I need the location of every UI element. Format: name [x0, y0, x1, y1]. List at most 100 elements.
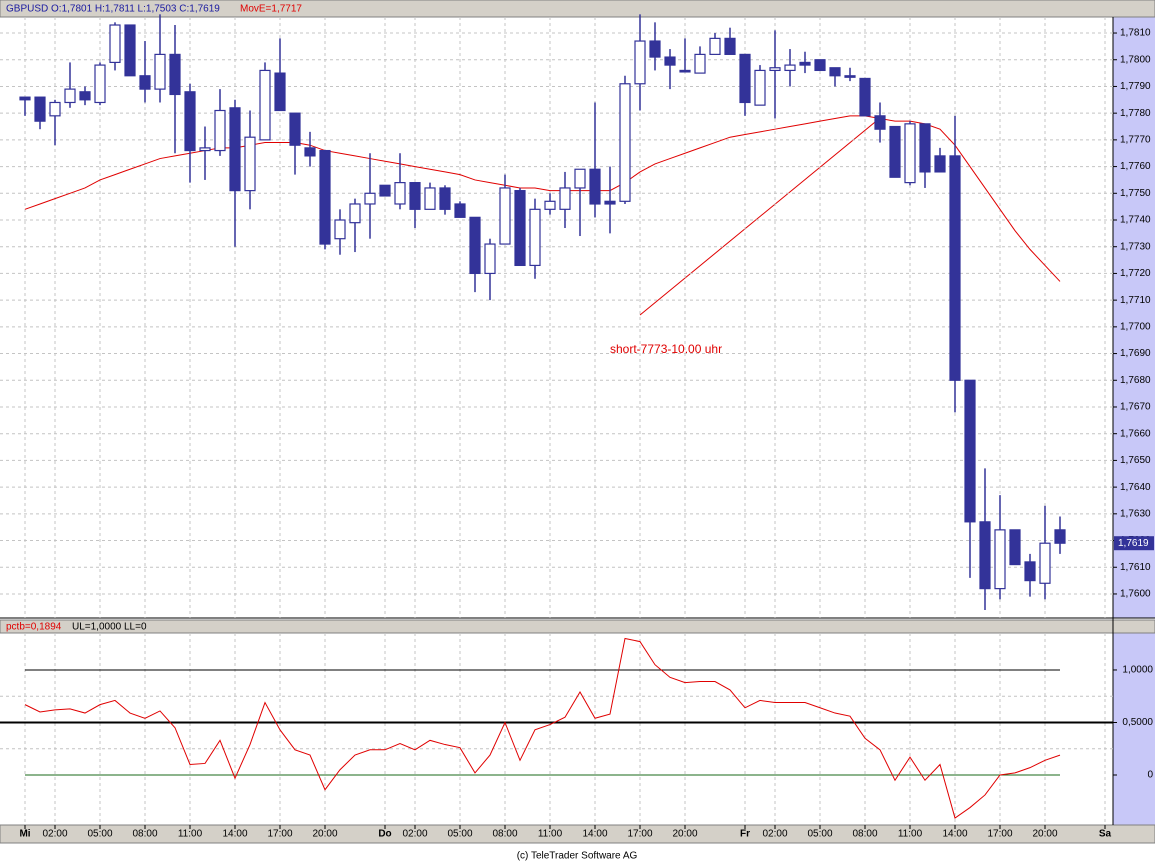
y-tick-label: 1,7610	[1120, 562, 1151, 573]
x-tick-label: 02:00	[402, 829, 427, 840]
candle-body	[94, 64, 106, 104]
candle-body	[904, 123, 916, 184]
x-tick-label: Fr	[740, 829, 750, 840]
time-axis-bar	[0, 824, 1155, 844]
x-tick-label: Sa	[1099, 829, 1112, 840]
candle-body	[844, 75, 856, 78]
candle-body	[274, 72, 286, 112]
candle-body	[574, 168, 586, 189]
candle-body	[664, 56, 676, 66]
candle-body	[799, 61, 811, 66]
y-tick-label: 1,7660	[1120, 428, 1151, 439]
x-tick-label: 11:00	[178, 829, 203, 840]
legend-entry: pctb=0,1894	[6, 622, 62, 633]
candle-body	[79, 91, 91, 101]
x-tick-label: 08:00	[492, 829, 517, 840]
candle-body	[949, 155, 961, 381]
candle-body	[829, 67, 841, 77]
price-axis-panel	[1113, 17, 1155, 618]
candle-body	[544, 200, 556, 210]
legend-entry: MovE=1,7717	[240, 4, 302, 15]
candle-body	[169, 53, 181, 96]
y-tick-label: 1,7690	[1120, 348, 1151, 359]
candle-body	[559, 187, 571, 210]
y-tick-label: 1,7650	[1120, 455, 1151, 466]
candle-body	[739, 53, 751, 104]
candle-body	[259, 69, 271, 141]
y-tick-label: 0	[1147, 770, 1153, 781]
candle-body	[934, 155, 946, 173]
candle-body	[649, 40, 661, 58]
candle-body	[244, 136, 256, 192]
x-tick-label: Do	[378, 829, 391, 840]
y-tick-label: 1,7780	[1120, 108, 1151, 119]
candle-body	[409, 182, 421, 210]
candle-body	[499, 187, 511, 245]
y-tick-label: 1,7640	[1120, 482, 1151, 493]
y-tick-label: 1,7740	[1120, 215, 1151, 226]
y-tick-label: 1,7680	[1120, 375, 1151, 386]
x-tick-label: 08:00	[132, 829, 157, 840]
candle-body	[19, 96, 31, 101]
trend-annotation-line	[639, 117, 881, 316]
x-tick-label: 02:00	[762, 829, 787, 840]
chart-title: GBPUSD O:1,7801 H:1,7811 L:1,7503 C:1,76…	[6, 4, 220, 15]
candle-body	[289, 112, 301, 146]
x-tick-label: 20:00	[672, 829, 697, 840]
y-tick-label: 1,7670	[1120, 402, 1151, 413]
candle-body	[304, 147, 316, 157]
candle-body	[889, 125, 901, 178]
candle-body	[724, 37, 736, 55]
candle-body	[184, 91, 196, 152]
y-tick-label: 1,7770	[1120, 135, 1151, 146]
x-tick-label: 17:00	[987, 829, 1012, 840]
y-tick-label: 1,7600	[1120, 589, 1151, 600]
candle-body	[709, 37, 721, 55]
x-tick-label: 17:00	[627, 829, 652, 840]
candle-body	[529, 208, 541, 267]
candle-body	[154, 53, 166, 90]
candle-body	[1024, 561, 1036, 582]
candle-body	[229, 107, 241, 192]
candle-body	[364, 192, 376, 205]
candle-body	[619, 83, 631, 202]
candle-body	[424, 187, 436, 210]
candle-body	[604, 200, 616, 205]
candle-body	[979, 521, 991, 590]
x-tick-label: 08:00	[852, 829, 877, 840]
candle-body	[64, 88, 76, 104]
candle-body	[469, 216, 481, 275]
candle-body	[349, 203, 361, 224]
candle-body	[754, 69, 766, 106]
candle-body	[514, 190, 526, 267]
candle-body	[964, 379, 976, 523]
x-tick-label: 14:00	[222, 829, 247, 840]
y-tick-label: 1,7810	[1120, 28, 1151, 39]
x-tick-label: 20:00	[312, 829, 337, 840]
annotation: short-7773-10.00 uhr	[610, 342, 722, 356]
header-bar	[0, 0, 1155, 18]
candle-body	[139, 75, 151, 90]
indicator-header-bar	[0, 619, 1155, 634]
candle-body	[919, 123, 931, 173]
x-tick-label: 02:00	[42, 829, 67, 840]
candle-body	[379, 184, 391, 197]
candle-body	[769, 67, 781, 72]
y-tick-label: 1,7790	[1120, 81, 1151, 92]
y-tick-label: 1,7630	[1120, 508, 1151, 519]
x-tick-label: 20:00	[1032, 829, 1057, 840]
candle-body	[694, 53, 706, 74]
candle-body	[484, 243, 496, 275]
candle-body	[1054, 529, 1066, 544]
x-tick-label: 14:00	[942, 829, 967, 840]
last-price-box	[1114, 536, 1154, 551]
y-tick-label: 1,7710	[1120, 295, 1151, 306]
x-tick-label: 05:00	[87, 829, 112, 840]
candle-body	[199, 147, 211, 152]
candle-body	[679, 69, 691, 73]
candle-body	[994, 529, 1006, 590]
x-tick-label: 05:00	[447, 829, 472, 840]
candle-body	[394, 182, 406, 205]
candle-body	[874, 115, 886, 130]
